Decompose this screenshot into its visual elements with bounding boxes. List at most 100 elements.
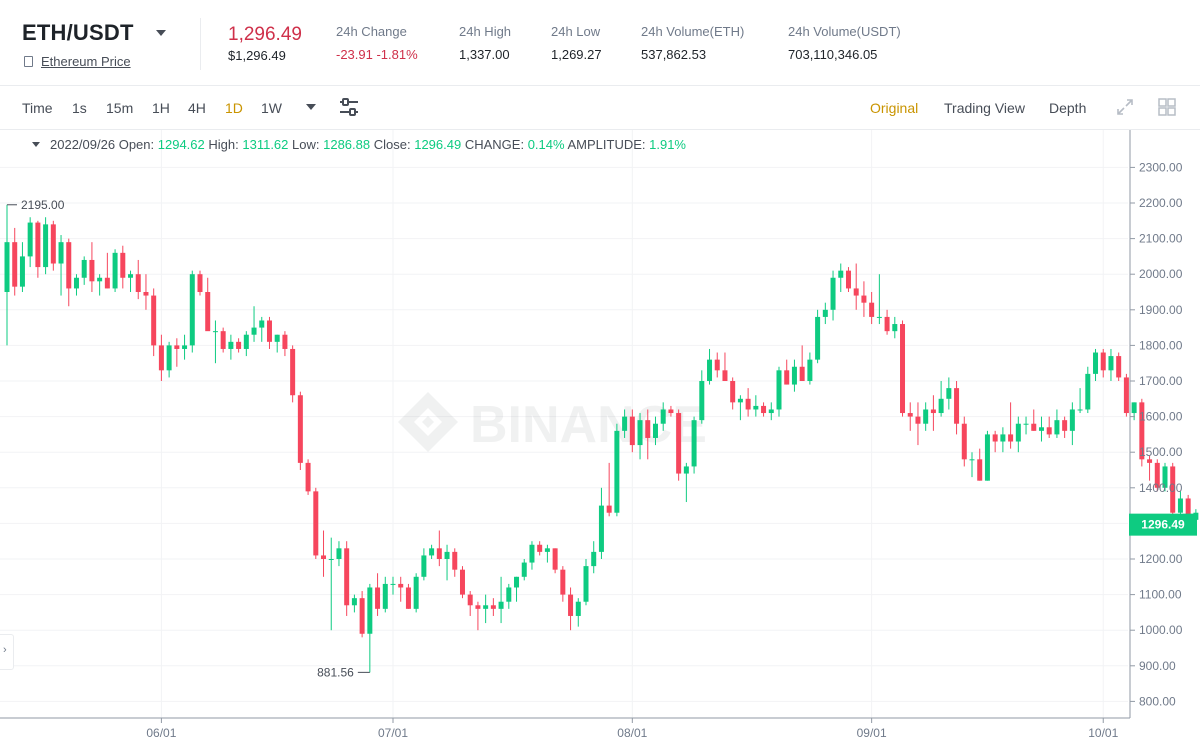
candle-body [398, 583, 404, 588]
candle-body [691, 420, 697, 467]
candle-body [830, 277, 836, 310]
candle-body [676, 413, 682, 474]
candle-body [838, 270, 844, 278]
candle-body [784, 370, 790, 385]
candle-body [321, 555, 327, 559]
candle-body [429, 548, 435, 556]
stat-value: 703,110,346.05 [788, 47, 878, 62]
candle-body [251, 327, 257, 335]
candle-body [66, 242, 72, 289]
candle-body [444, 551, 450, 559]
candle-body [1093, 352, 1099, 374]
chevron-down-icon[interactable] [306, 104, 316, 110]
stat-label: 24h Volume(ETH) [641, 24, 745, 39]
y-tick-label: 1200.00 [1139, 552, 1183, 566]
document-icon [24, 56, 33, 67]
legend-open-label: Open: [118, 137, 155, 152]
side-panel-toggle[interactable]: › [0, 634, 14, 670]
last-price-tag [1129, 513, 1197, 536]
candle-body [521, 562, 527, 577]
candle-body [845, 270, 851, 289]
interval-1w[interactable]: 1W [261, 100, 282, 116]
pair-title[interactable]: ETH/USDT [22, 20, 134, 45]
binance-logo-icon [398, 392, 458, 452]
candle-body [143, 292, 149, 296]
candle-body [120, 252, 126, 278]
x-tick-label: 08/01 [617, 726, 647, 740]
stat-value: -23.91 -1.81% [336, 47, 418, 62]
interval-1s[interactable]: 1s [72, 100, 87, 116]
candle-body [1062, 420, 1068, 431]
chevron-down-icon[interactable] [156, 30, 166, 36]
interval-1d[interactable]: 1D [225, 100, 243, 116]
interval-15m[interactable]: 15m [106, 100, 134, 116]
candle-body [413, 576, 419, 609]
candle-body [606, 505, 612, 513]
watermark-text: BINANCE [470, 396, 707, 454]
legend-change: 0.14% [527, 137, 565, 152]
candle-body [737, 398, 743, 403]
candle-body [1100, 352, 1106, 371]
legend-date: 2022/09/26 [50, 137, 116, 152]
indicator-settings-icon[interactable] [339, 98, 359, 116]
view-trading-view[interactable]: Trading View [944, 100, 1025, 116]
stat-label: 24h Volume(USDT) [788, 24, 901, 39]
legend-low-label: Low: [292, 137, 320, 152]
y-tick-label: 1700.00 [1139, 374, 1183, 388]
legend-amplitude-label: AMPLITUDE: [567, 137, 646, 152]
y-tick-label: 2100.00 [1139, 232, 1183, 246]
candle-body [367, 587, 373, 634]
candle-body [259, 320, 265, 328]
candle-body [884, 316, 890, 332]
candle-body [907, 413, 913, 417]
candle-body [375, 587, 381, 609]
candle-body [761, 405, 767, 414]
legend-close-label: Close: [373, 137, 411, 152]
candle-body [483, 605, 489, 609]
candle-body [1177, 498, 1183, 513]
interval-time[interactable]: Time [22, 100, 53, 116]
candle-body [529, 544, 535, 563]
candle-body [954, 388, 960, 424]
candle-body [166, 345, 172, 371]
y-tick-label: 1100.00 [1139, 588, 1182, 602]
high-marker-label: 2195.00 [21, 198, 65, 212]
header-divider [200, 18, 201, 70]
candle-body [753, 405, 759, 410]
candle-body [791, 366, 797, 385]
stat-24h-change: 24h Change -23.91 -1.81% [336, 24, 418, 62]
candle-body [1085, 373, 1091, 410]
stat-label: 24h High [459, 24, 512, 39]
candle-body [104, 277, 110, 289]
candle-body [328, 559, 334, 560]
stat-24h-low: 24h Low 1,269.27 [551, 24, 602, 62]
candle-body [58, 242, 64, 264]
interval-4h[interactable]: 4H [188, 100, 206, 116]
candlestick-chart[interactable]: BINANCE 800.00 900.00 1000.00 1100.00 1200.0… [0, 130, 1200, 751]
coin-info-label[interactable]: Ethereum Price [41, 54, 131, 69]
view-original[interactable]: Original [870, 100, 919, 116]
candle-body [637, 420, 643, 446]
candle-body [189, 274, 195, 346]
candle-body [97, 277, 103, 282]
candle-body [336, 548, 342, 559]
candle-body [992, 434, 998, 442]
candle-body [683, 466, 689, 474]
interval-1h[interactable]: 1H [152, 100, 170, 116]
candle-body [629, 416, 635, 446]
view-depth[interactable]: Depth [1049, 100, 1087, 116]
candle-body [452, 551, 458, 570]
candle-body [575, 601, 581, 616]
chevron-down-icon[interactable] [32, 142, 40, 147]
ohlc-legend: 2022/09/26 Open: 1294.62 High: 1311.62 L… [50, 137, 686, 152]
y-tick-label: 2200.00 [1139, 196, 1183, 210]
coin-info-link[interactable]: Ethereum Price [24, 54, 131, 69]
candle-body [27, 222, 33, 257]
candle-body [900, 324, 906, 414]
candle-body [212, 331, 218, 333]
expand-icon[interactable] [1116, 98, 1134, 116]
stat-label: 24h Low [551, 24, 601, 39]
grid-layout-icon[interactable] [1158, 98, 1176, 116]
candle-body [1038, 427, 1044, 431]
candle-body [946, 388, 952, 399]
